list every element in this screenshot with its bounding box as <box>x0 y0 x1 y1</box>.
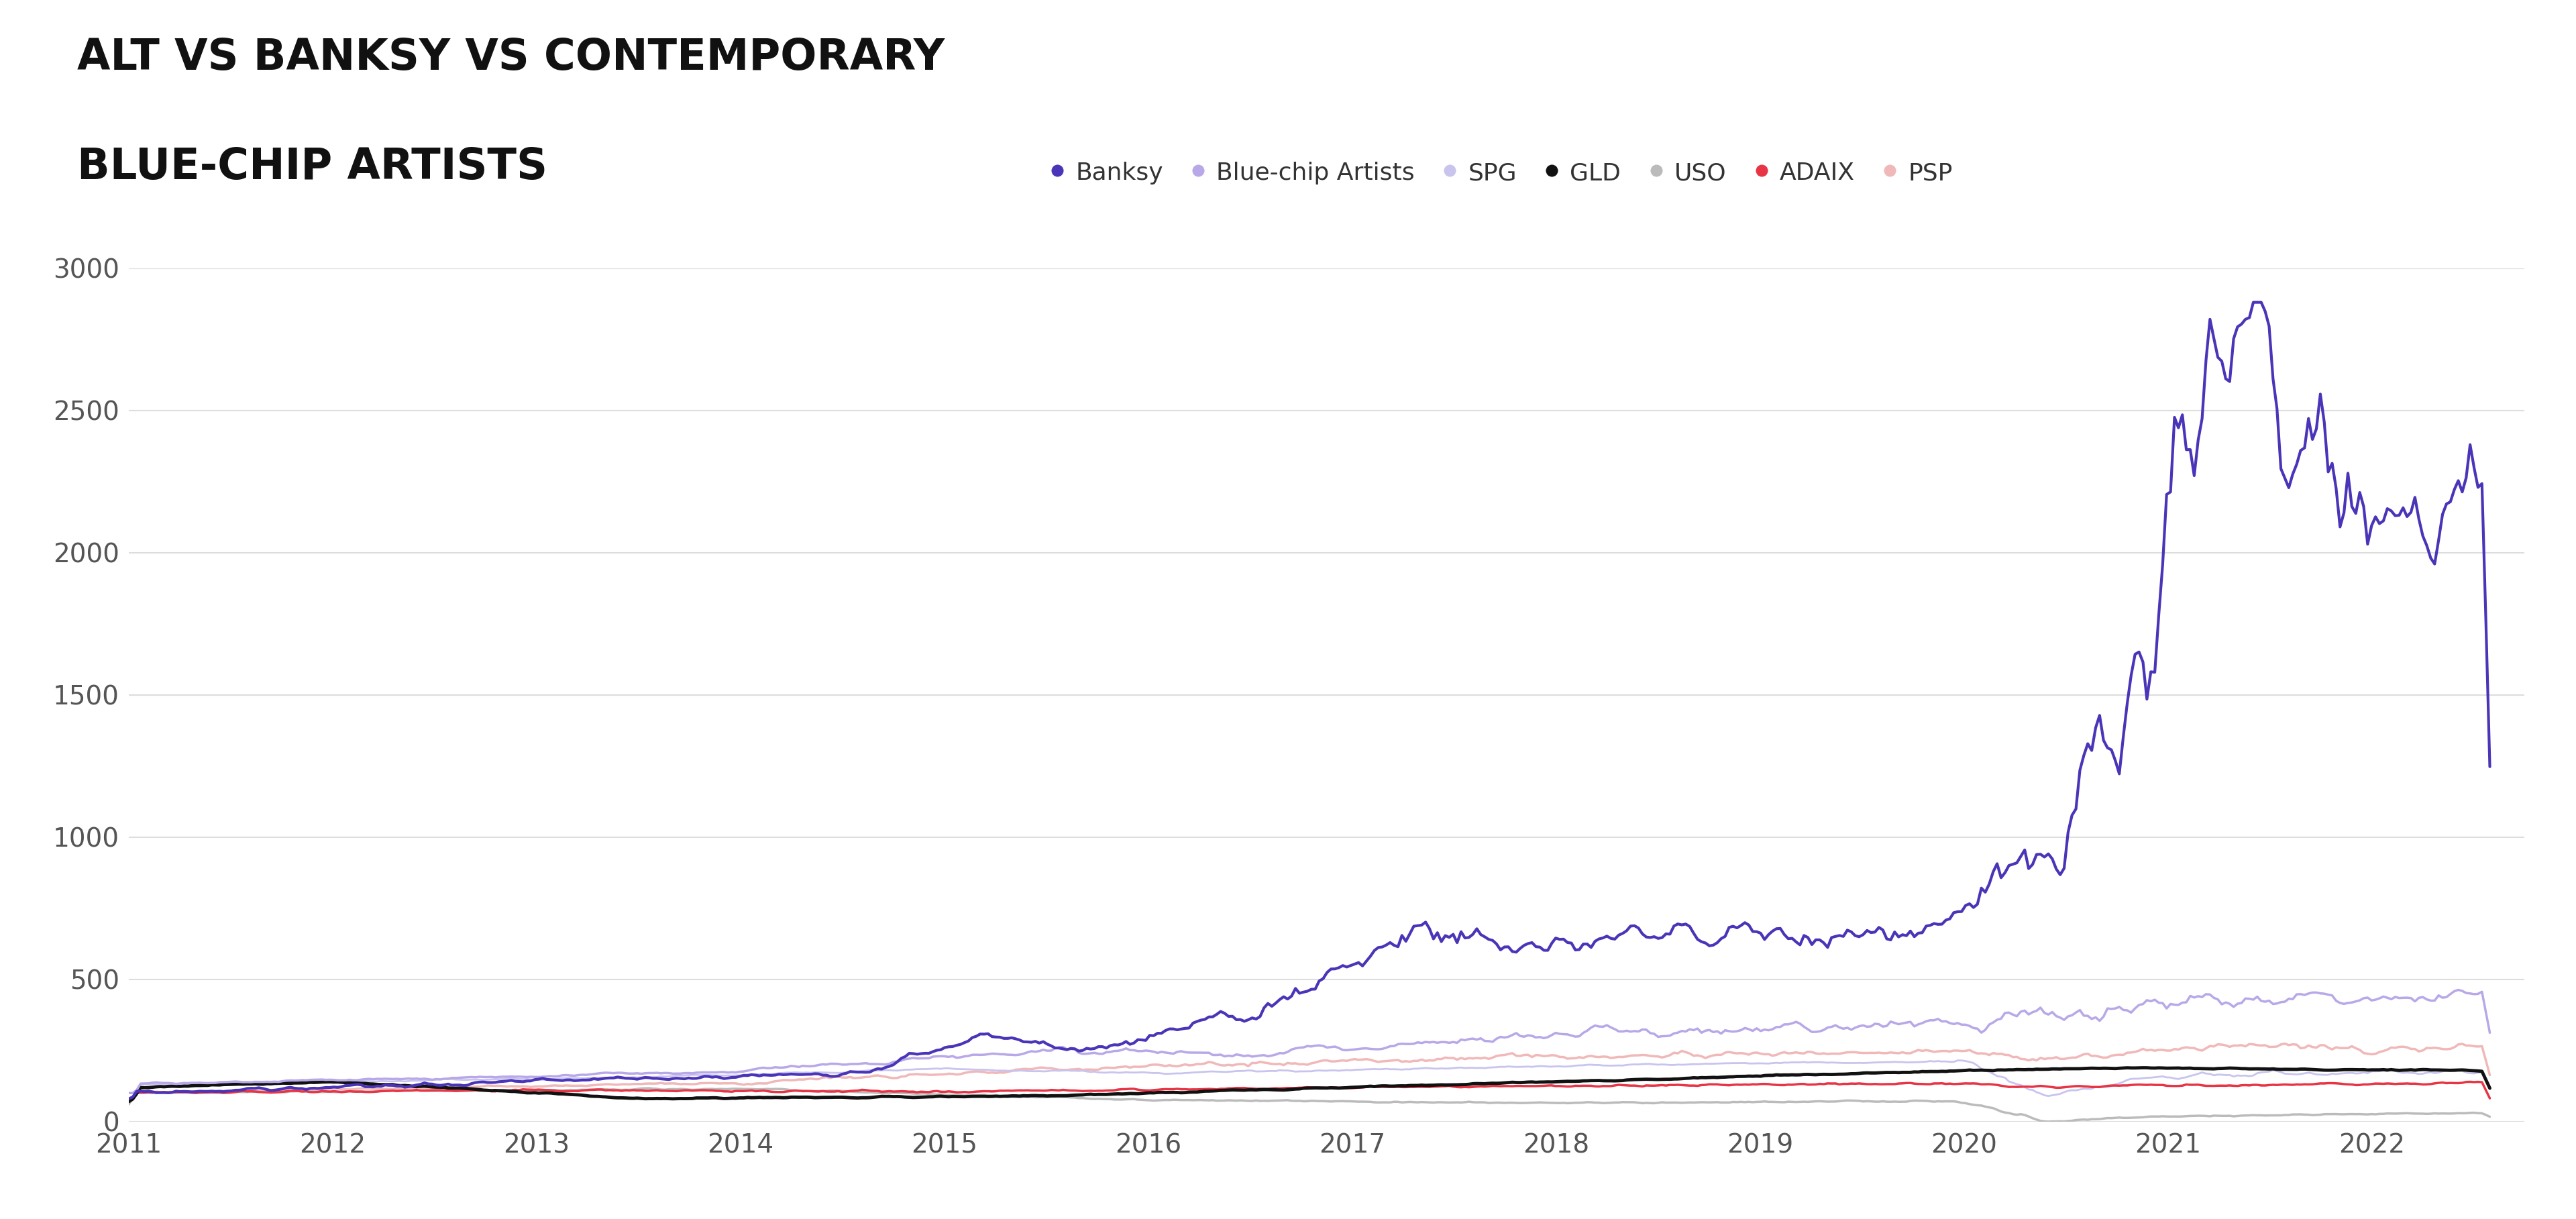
USO <box>531 1082 562 1097</box>
SPG <box>113 1096 144 1111</box>
Blue-chip Artists <box>1504 1029 1535 1043</box>
Banksy <box>721 1070 752 1085</box>
SPG <box>2476 1080 2506 1095</box>
USO <box>2032 1114 2063 1129</box>
PSP <box>113 1091 144 1106</box>
Banksy <box>1504 941 1535 956</box>
GLD <box>113 1095 144 1109</box>
Banksy <box>1182 1014 1213 1029</box>
GLD <box>1891 1065 1922 1080</box>
PSP <box>721 1076 752 1091</box>
Banksy <box>1891 929 1922 944</box>
ADAIX <box>2455 1074 2486 1089</box>
Blue-chip Artists <box>1690 1023 1721 1037</box>
PSP <box>1690 1051 1721 1065</box>
Blue-chip Artists <box>1182 1045 1213 1059</box>
Banksy <box>1690 936 1721 951</box>
ADAIX <box>721 1084 752 1098</box>
ADAIX <box>1182 1082 1213 1097</box>
GLD <box>531 1086 562 1101</box>
Blue-chip Artists <box>1891 1015 1922 1030</box>
GLD <box>1690 1070 1721 1085</box>
Blue-chip Artists <box>2442 983 2473 997</box>
USO <box>1510 1096 1540 1111</box>
SPG <box>1942 1053 1973 1068</box>
GLD <box>1504 1075 1535 1090</box>
PSP <box>1891 1046 1922 1061</box>
USO <box>1896 1093 1927 1108</box>
ADAIX <box>1690 1078 1721 1092</box>
GLD <box>2128 1061 2159 1075</box>
Banksy <box>2239 295 2269 310</box>
Blue-chip Artists <box>113 1086 144 1101</box>
PSP <box>1182 1057 1213 1072</box>
Text: BLUE-CHIP ARTISTS: BLUE-CHIP ARTISTS <box>77 146 549 188</box>
Blue-chip Artists <box>721 1065 752 1080</box>
Text: ALT VS BANKSY VS CONTEMPORARY: ALT VS BANKSY VS CONTEMPORARY <box>77 37 945 78</box>
SPG <box>721 1068 752 1082</box>
PSP <box>1504 1048 1535 1063</box>
Banksy <box>531 1072 562 1086</box>
USO <box>113 1097 144 1112</box>
Blue-chip Artists <box>2476 1025 2506 1040</box>
PSP <box>2269 1036 2300 1051</box>
Blue-chip Artists <box>531 1069 562 1084</box>
GLD <box>2476 1081 2506 1096</box>
Line: GLD: GLD <box>129 1068 2491 1102</box>
ADAIX <box>113 1091 144 1106</box>
Line: USO: USO <box>129 1089 2491 1121</box>
SPG <box>531 1073 562 1087</box>
USO <box>724 1081 755 1096</box>
ADAIX <box>2476 1091 2506 1106</box>
PSP <box>2476 1068 2506 1082</box>
USO <box>634 1081 665 1096</box>
Legend: Banksy, Blue-chip Artists, SPG, GLD, USO, ADAIX, PSP: Banksy, Blue-chip Artists, SPG, GLD, USO… <box>1051 161 1953 184</box>
Line: SPG: SPG <box>129 1061 2491 1103</box>
USO <box>2476 1109 2506 1124</box>
USO <box>1695 1095 1726 1109</box>
Line: Blue-chip Artists: Blue-chip Artists <box>129 990 2491 1093</box>
Line: ADAIX: ADAIX <box>129 1081 2491 1098</box>
SPG <box>1504 1059 1535 1074</box>
Line: PSP: PSP <box>129 1043 2491 1098</box>
Banksy <box>2476 759 2506 774</box>
GLD <box>1182 1085 1213 1100</box>
Banksy <box>113 1091 144 1106</box>
SPG <box>1690 1057 1721 1072</box>
USO <box>1185 1092 1216 1107</box>
SPG <box>1891 1056 1922 1070</box>
PSP <box>531 1079 562 1093</box>
Line: Banksy: Banksy <box>129 302 2491 1098</box>
ADAIX <box>531 1082 562 1097</box>
GLD <box>721 1091 752 1106</box>
ADAIX <box>1891 1075 1922 1090</box>
SPG <box>1182 1065 1213 1080</box>
ADAIX <box>1504 1079 1535 1093</box>
